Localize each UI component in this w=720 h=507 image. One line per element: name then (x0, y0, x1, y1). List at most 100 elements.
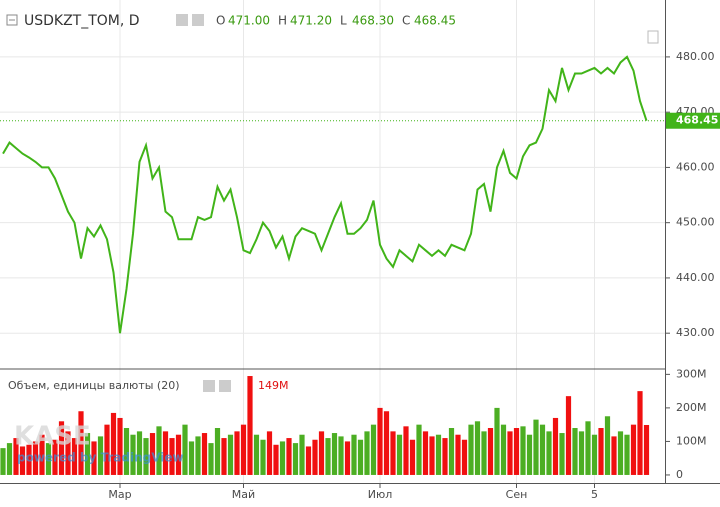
x-tick-label: 5 (591, 488, 598, 501)
volume-bar (494, 407, 500, 475)
ohlc-value: 468.45 (414, 14, 456, 28)
volume-bar (305, 446, 312, 475)
volume-bar (442, 438, 448, 475)
volume-y-tick-label: 100M (676, 434, 707, 447)
volume-bar (572, 428, 578, 475)
volume-bar (247, 376, 253, 475)
volume-eye-icon[interactable] (203, 380, 215, 392)
volume-bar (591, 434, 598, 475)
volume-bar (0, 448, 6, 475)
volume-bar (630, 424, 637, 475)
volume-bar (487, 428, 494, 475)
y-tick-label: 440.00 (676, 271, 715, 284)
volume-bar (123, 428, 130, 475)
volume-bar (84, 433, 91, 475)
ohlc-key: H (278, 14, 287, 28)
volume-bar (292, 443, 299, 475)
ohlc-value: 468.30 (352, 14, 394, 28)
scroll-up-icon[interactable] (647, 30, 659, 44)
ohlc-key: C (402, 14, 410, 28)
volume-title: Объем, единицы валюты (20) (8, 379, 180, 392)
volume-bar (65, 431, 71, 475)
volume-bar (188, 441, 195, 475)
watermark-logo: KASE (14, 422, 91, 452)
volume-bar (299, 434, 305, 475)
x-tick-label: Сен (506, 488, 528, 501)
volume-bar (117, 417, 123, 475)
volume-bar (338, 436, 344, 475)
volume-bar (435, 434, 442, 475)
volume-y-tick-label: 200M (676, 401, 707, 414)
volume-bar (357, 439, 364, 475)
volume-bar (318, 431, 325, 475)
volume-bar (26, 444, 32, 475)
volume-bar (273, 444, 279, 475)
ohlc-legend: O 471.00 H 471.20 L 468.30 C 468.45 (216, 14, 456, 28)
volume-bar (208, 443, 214, 475)
collapse-icon[interactable] (6, 14, 18, 26)
volume-settings-icon[interactable] (219, 380, 231, 392)
price-pane (0, 55, 665, 334)
volume-bar (6, 443, 13, 475)
volume-bar (364, 431, 370, 475)
volume-bar (637, 391, 643, 475)
volume-bar (143, 438, 149, 475)
volume-bar (195, 436, 201, 475)
watermark-text: powered by TradingView (17, 451, 184, 465)
volume-bar (149, 433, 156, 475)
volume-bar (45, 443, 52, 475)
volume-bar (461, 439, 468, 475)
volume-bar (598, 428, 604, 475)
y-tick-label: 480.00 (676, 50, 715, 63)
volume-bar (468, 424, 474, 475)
volume-bar (377, 407, 383, 475)
volume-bar (71, 438, 78, 475)
volume-current: 149M (258, 379, 289, 392)
volume-bar (533, 419, 539, 475)
volume-bar (39, 434, 45, 475)
volume-bar (344, 441, 351, 475)
ohlc-value: 471.20 (290, 14, 332, 28)
volume-bar (422, 431, 429, 475)
symbol-title: USDKZT_TOM, D (24, 13, 140, 29)
volume-y-tick-label: 0 (676, 468, 683, 481)
y-tick-label: 460.00 (676, 160, 715, 173)
volume-bar (611, 436, 617, 475)
volume-bar (429, 436, 435, 475)
volume-bar (52, 439, 58, 475)
volume-pane (0, 376, 650, 475)
volume-bar (546, 431, 552, 475)
volume-bar (78, 411, 84, 475)
volume-bar (500, 424, 507, 475)
ohlc-value: 471.00 (228, 14, 270, 28)
volume-bar (331, 433, 338, 475)
volume-bar (351, 434, 357, 475)
volume-bar (643, 424, 650, 475)
x-tick-label: Май (232, 488, 255, 501)
volume-bar (481, 431, 487, 475)
volume-bar (403, 426, 409, 475)
volume-bar (32, 441, 39, 475)
volume-bar (552, 417, 559, 475)
volume-bar (370, 424, 377, 475)
volume-bar (201, 433, 208, 475)
last-price-label: 468.45 (676, 114, 718, 127)
volume-bar (227, 434, 234, 475)
settings-icon[interactable] (192, 14, 204, 26)
volume-bar (13, 438, 19, 475)
volume-bar (390, 431, 396, 475)
volume-bar (383, 411, 390, 475)
volume-bar (520, 426, 526, 475)
volume-bar (312, 439, 318, 475)
volume-bar (266, 431, 273, 475)
volume-bar (240, 424, 247, 475)
volume-bar (325, 438, 331, 475)
eye-icon[interactable] (176, 14, 188, 26)
volume-bar (97, 436, 104, 475)
volume-bar (286, 438, 292, 475)
volume-y-tick-label: 300M (676, 367, 707, 380)
volume-bar (526, 434, 533, 475)
volume-bar (617, 431, 624, 475)
volume-bar (507, 431, 513, 475)
